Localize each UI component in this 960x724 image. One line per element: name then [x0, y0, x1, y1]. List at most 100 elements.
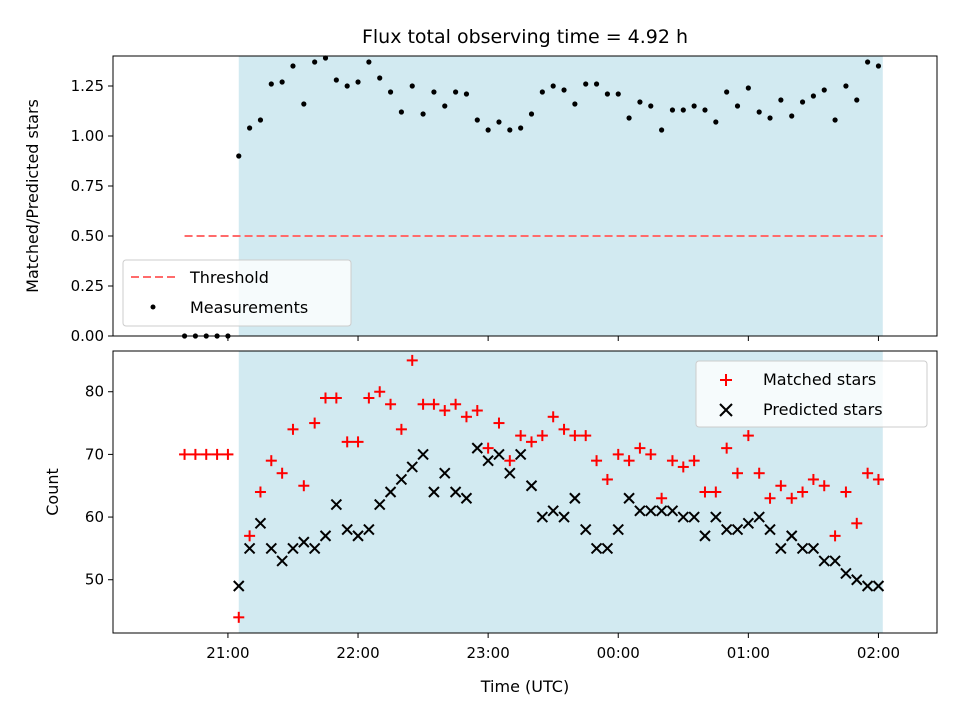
predicted-point: [807, 542, 820, 555]
predicted-point: [471, 442, 484, 454]
measurement-point: [518, 125, 524, 131]
matched-point: [840, 486, 852, 498]
predicted-point: [623, 492, 635, 504]
legend-predicted-label: Predicted stars: [763, 400, 883, 419]
matched-point: [450, 398, 462, 410]
top-plot-frame: [112, 55, 938, 337]
measurement-point: [485, 127, 491, 133]
predicted-stars-series: [233, 442, 885, 592]
predicted-point: [558, 511, 570, 523]
measurement-point: [322, 55, 329, 61]
measurement-point: [604, 91, 611, 97]
measurement-point: [875, 63, 882, 69]
predicted-point: [829, 555, 841, 567]
measurement-point: [724, 89, 730, 95]
matched-point: [504, 455, 516, 467]
matched-point: [721, 442, 733, 454]
measurement-point: [257, 117, 264, 123]
matched-point: [417, 398, 429, 410]
predicted-point: [580, 523, 592, 536]
matched-point: [287, 423, 299, 435]
matched-point: [786, 492, 798, 504]
matched-point: [862, 467, 874, 479]
matched-point: [406, 354, 418, 366]
measurement-point: [377, 75, 383, 81]
matched-point: [298, 480, 310, 492]
top-y-tick-label: 0.50: [71, 227, 104, 245]
matched-point: [656, 492, 668, 504]
x-tick-label: 23:00: [467, 644, 510, 662]
matched-point: [699, 486, 711, 498]
bottom-y-axis-label: Count: [43, 468, 62, 516]
measurement-point: [387, 89, 394, 95]
measurement-point: [799, 99, 806, 105]
predicted-point: [786, 530, 798, 542]
matched-point: [710, 486, 722, 498]
predicted-point: [796, 542, 809, 555]
matched-point: [233, 611, 245, 623]
predicted-point: [514, 448, 527, 461]
matched-point: [341, 436, 353, 448]
measurement-point: [572, 101, 578, 107]
measurement-point: [539, 89, 545, 95]
legend-measurements-label: Measurements: [190, 298, 308, 317]
top-x-ticks: [227, 336, 879, 341]
predicted-point: [449, 486, 462, 498]
x-tick-label: 01:00: [727, 644, 770, 662]
predicted-point: [699, 530, 711, 542]
measurement-point: [745, 85, 751, 91]
measurement-point: [420, 111, 426, 117]
matched-point: [764, 492, 776, 504]
predicted-point: [764, 523, 776, 536]
matched-point: [526, 436, 538, 448]
measurement-point: [366, 59, 372, 65]
matched-point: [352, 436, 364, 448]
measurement-point: [767, 115, 773, 121]
x-tick-label: 21:00: [206, 644, 249, 662]
x-tick-label: 02:00: [857, 644, 900, 662]
measurement-point: [810, 93, 817, 99]
predicted-point: [851, 574, 863, 586]
predicted-point: [287, 542, 299, 555]
measurement-point: [301, 101, 307, 107]
predicted-point: [634, 505, 646, 517]
predicted-point: [276, 555, 288, 567]
matched-point: [265, 455, 277, 467]
predicted-point: [720, 523, 733, 536]
matched-point: [385, 398, 397, 410]
measurement-point: [615, 91, 621, 97]
predicted-point: [666, 505, 679, 517]
measurement-point: [734, 103, 741, 109]
matched-point: [558, 423, 570, 435]
matched-point: [536, 430, 548, 442]
predicted-point: [298, 536, 310, 548]
legend-matched-swatch: [720, 374, 732, 386]
measurement-point: [409, 83, 415, 89]
measurement-point: [236, 153, 242, 159]
matched-point: [591, 455, 603, 467]
predicted-point: [374, 498, 386, 511]
predicted-point: [525, 480, 538, 492]
top-y-tick-label: 0.25: [71, 277, 104, 295]
predicted-point: [395, 473, 408, 486]
measurement-point: [561, 87, 567, 93]
predicted-point: [742, 517, 755, 530]
predicted-point: [688, 511, 700, 523]
matched-point: [666, 455, 678, 467]
matched-point: [460, 411, 472, 423]
measurements-series: [181, 55, 882, 339]
matched-point: [645, 448, 657, 460]
measurement-point: [431, 89, 437, 95]
predicted-point: [775, 542, 787, 555]
predicted-point: [254, 517, 267, 530]
predicted-point: [645, 505, 657, 517]
predicted-point: [352, 530, 364, 542]
measurement-point: [268, 81, 274, 87]
measurement-point: [442, 103, 448, 109]
predicted-point: [482, 454, 494, 467]
predicted-point: [265, 542, 278, 555]
x-tick-label: 00:00: [597, 644, 640, 662]
top-y-axis: 0.00 0.25 0.50 0.75 1.00 1.25: [71, 77, 113, 345]
legend-measurements-swatch: [150, 304, 156, 310]
measurement-point: [626, 115, 632, 121]
